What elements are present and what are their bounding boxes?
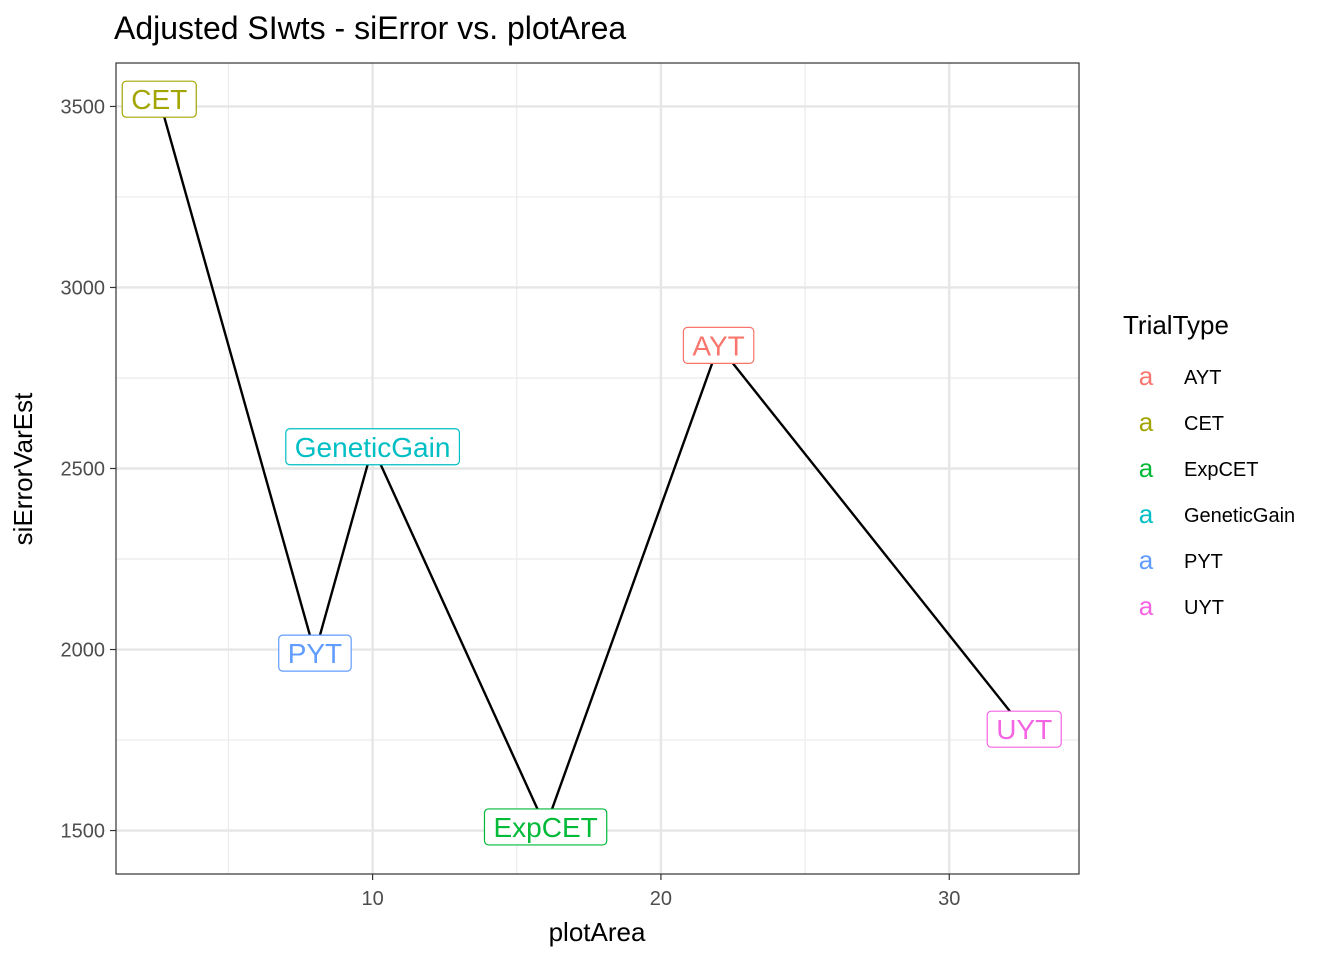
y-tick-label: 3000: [61, 277, 106, 299]
point-label-text: PYT: [288, 638, 342, 669]
point-label-geneticgain: GeneticGain: [285, 428, 461, 466]
x-tick-label: 20: [650, 888, 672, 910]
point-label-text: GeneticGain: [295, 432, 451, 463]
point-label-box: [278, 634, 352, 672]
point-label-text: CET: [131, 84, 187, 115]
point-label-ayt: AYT: [682, 326, 755, 365]
legend-title: TrialType: [1123, 310, 1229, 340]
point-label-box: [682, 326, 755, 365]
legend-label-expcet: ExpCET: [1184, 459, 1258, 481]
legend: TrialType a AYT a CET a ExpCET a GeneticGain a PY…: [1123, 310, 1295, 621]
legend-label-uyt: UYT: [1184, 597, 1224, 619]
point-label-uyt: UYT: [986, 710, 1062, 748]
plot-area: 10 20 30 1500 2000 2500 3000 3500 CET PYT GeneticG…: [61, 62, 1080, 910]
point-label-cet: CET: [121, 80, 197, 118]
legend-key-uyt: a: [1139, 591, 1154, 621]
chart-title: Adjusted SIwts - siError vs. plotArea: [114, 10, 626, 46]
point-label-box: [121, 80, 197, 118]
point-label-text: ExpCET: [493, 812, 597, 843]
point-label-expcet: ExpCET: [483, 808, 608, 846]
point-label-box: [986, 710, 1062, 748]
series-line: [158, 98, 1026, 829]
legend-key-expcet: a: [1139, 453, 1154, 483]
legend-label-cet: CET: [1184, 413, 1224, 435]
point-label-box: [285, 428, 461, 466]
y-axis-title: siErrorVarEst: [8, 392, 38, 545]
y-tick-label: 2500: [61, 459, 106, 481]
point-label-text: UYT: [996, 714, 1052, 745]
y-tick-label: 3500: [61, 96, 106, 118]
point-label-text: AYT: [692, 330, 744, 361]
legend-key-geneticgain: a: [1139, 499, 1154, 529]
y-tick-label: 1500: [61, 821, 106, 843]
point-label-pyt: PYT: [278, 634, 352, 672]
x-tick-label: 10: [361, 888, 383, 910]
legend-key-ayt: a: [1139, 361, 1154, 391]
x-tick-label: 30: [938, 888, 960, 910]
y-tick-label: 2000: [61, 640, 106, 662]
legend-label-geneticgain: GeneticGain: [1184, 505, 1295, 527]
legend-key-cet: a: [1139, 407, 1154, 437]
point-label-box: [483, 808, 608, 846]
legend-label-ayt: AYT: [1184, 367, 1221, 389]
legend-key-pyt: a: [1139, 545, 1154, 575]
legend-label-pyt: PYT: [1184, 551, 1223, 573]
x-axis-title: plotArea: [549, 917, 646, 947]
